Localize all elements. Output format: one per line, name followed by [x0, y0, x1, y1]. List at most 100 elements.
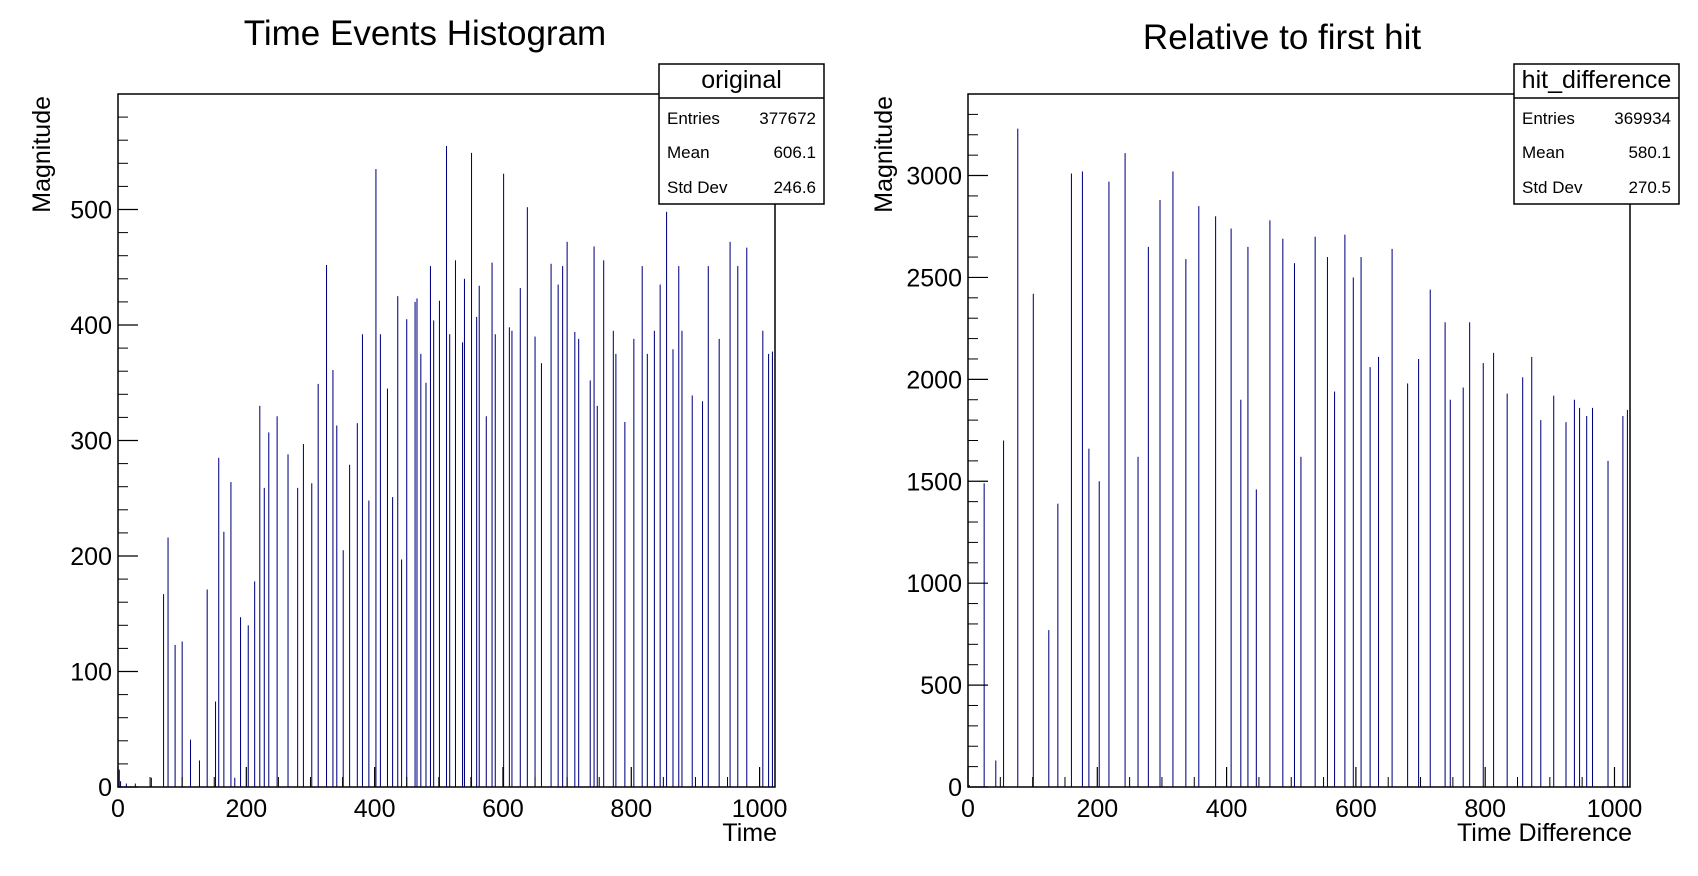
axes: 0 200 400 600 800 1000 0 500 1000 1500 2000 2500 300…: [906, 93, 1642, 823]
histogram-bin: [425, 382, 427, 787]
histogram-bin: [1147, 246, 1149, 787]
y-axis-label: Magnitude: [870, 96, 898, 213]
histogram-bin: [1326, 257, 1328, 787]
y-tick-label: 2000: [906, 366, 962, 394]
histogram-bin: [771, 351, 773, 787]
histogram-bin: [268, 432, 270, 787]
y-axis-label: Magnitude: [28, 96, 56, 213]
histogram-bin: [433, 320, 435, 787]
histogram-bin: [1240, 399, 1242, 787]
histogram-bin: [557, 284, 559, 787]
histogram-bin: [691, 395, 693, 787]
histogram-bin: [317, 383, 319, 787]
histogram-bin: [118, 769, 120, 787]
stats-entries-value: 369934: [1614, 109, 1671, 128]
histogram-bin: [368, 500, 370, 787]
histogram-bin: [230, 482, 232, 787]
histogram-bin: [297, 487, 299, 787]
histogram-bin: [1124, 153, 1126, 788]
histogram-bin: [1522, 377, 1524, 787]
histogram-bin: [534, 336, 536, 787]
stats-stddev-label: Std Dev: [1522, 178, 1583, 197]
stats-mean-value: 580.1: [1628, 143, 1671, 162]
x-tick-label: 400: [1206, 795, 1248, 823]
histogram-bin: [414, 301, 416, 787]
histogram-bin: [392, 497, 394, 787]
histogram-bin: [438, 300, 440, 787]
histogram-bin: [326, 264, 328, 787]
histogram-bin: [968, 784, 970, 787]
histogram-bin: [375, 169, 377, 787]
y-tick-label: 500: [70, 197, 112, 225]
histogram-bin: [406, 319, 408, 787]
stats-stddev-value: 270.5: [1628, 178, 1671, 197]
histogram-bin: [1626, 409, 1628, 787]
histogram-bin: [672, 349, 674, 787]
histogram-bin: [593, 246, 595, 787]
histogram-bin: [1573, 399, 1575, 787]
histogram-bin: [1300, 456, 1302, 787]
histogram-bin: [1444, 322, 1446, 787]
histogram-bin: [174, 644, 176, 787]
histogram-bin: [995, 760, 997, 787]
stats-entries-value: 377672: [759, 109, 816, 128]
y-tick-label: 2500: [906, 264, 962, 292]
histogram-bin: [276, 416, 278, 787]
histogram-bars: [118, 145, 773, 788]
histogram-bin: [578, 338, 580, 787]
histogram-bin: [1469, 322, 1471, 787]
x-tick-label: 800: [610, 795, 652, 823]
histogram-bin: [1429, 289, 1431, 787]
histogram-bin: [485, 416, 487, 787]
histogram-bin: [223, 531, 225, 787]
histogram-bin: [701, 401, 704, 787]
histogram-bin: [471, 152, 473, 787]
histogram-bin: [386, 388, 388, 787]
stats-entries-label: Entries: [667, 109, 720, 128]
x-tick-label: 400: [354, 795, 396, 823]
histogram-bin: [1172, 171, 1174, 787]
stats-stddev-value: 246.6: [773, 178, 816, 197]
x-tick-label: 800: [1464, 795, 1506, 823]
time-events-histogram-chart: Time Events Histogram Magnitude Time 0 20…: [28, 14, 825, 847]
histogram-bin: [659, 284, 661, 787]
histogram-bin: [449, 334, 451, 787]
histogram-bin: [336, 425, 338, 787]
histogram-bin: [1048, 630, 1050, 787]
histogram-bin: [707, 266, 709, 788]
x-tick-label: 1000: [732, 795, 788, 823]
histogram-bin: [1407, 383, 1409, 787]
histogram-bin: [1565, 422, 1567, 787]
x-tick-label: 600: [1335, 795, 1377, 823]
stats-box: hit_difference Entries 369934 Mean 580.1…: [1513, 63, 1680, 205]
x-tick-label: 200: [1076, 795, 1118, 823]
histogram-bin: [491, 262, 493, 787]
histogram-bin: [1159, 199, 1161, 788]
histogram-bin: [1418, 358, 1420, 787]
y-tick-label: 1500: [906, 468, 962, 496]
histogram-bin: [311, 483, 313, 787]
histogram-bin: [478, 285, 480, 787]
histogram-bin: [1185, 259, 1187, 788]
histogram-bin: [1032, 293, 1034, 787]
histogram-bin: [1622, 416, 1624, 787]
chart-title: Time Events Histogram: [244, 14, 606, 53]
histogram-bin: [125, 783, 127, 787]
histogram-bin: [1506, 393, 1508, 787]
histogram-bin: [342, 550, 344, 787]
histogram-bin: [1449, 399, 1451, 787]
histogram-bin: [198, 760, 200, 787]
histogram-bin: [768, 353, 770, 788]
histogram-bin: [332, 370, 334, 787]
y-tick-label: 400: [70, 312, 112, 340]
histogram-bin: [218, 457, 220, 787]
axes: 0 200 400 600 800 1000 0 100 200 300 400 500: [70, 93, 788, 823]
histogram-bin: [476, 316, 478, 787]
stats-mean-label: Mean: [1522, 143, 1565, 162]
histogram-bin: [1057, 503, 1059, 787]
x-axis-label: Time Difference: [1457, 819, 1632, 847]
histogram-bin: [540, 363, 542, 787]
histogram-bin: [1003, 440, 1005, 787]
histogram-bin: [302, 443, 304, 787]
histogram-bin: [1586, 416, 1588, 787]
